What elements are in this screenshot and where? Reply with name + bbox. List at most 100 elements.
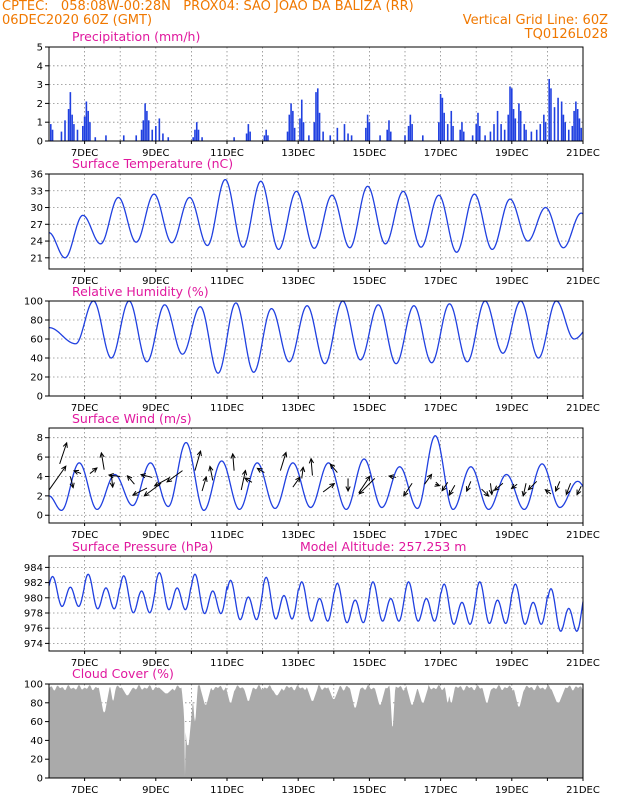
precip-bar [535,129,538,141]
precip-bar [151,129,154,141]
x-tick-label: 9DEC [142,785,169,796]
plot-frame [48,555,584,652]
x-tick-label: 21DEC [566,658,600,669]
x-tick-label: 9DEC [142,148,169,159]
precip-bar [525,129,527,141]
precip-bar [89,122,91,141]
x-tick-label: 15DEC [353,148,387,159]
precip-bar [265,129,267,141]
y-tick-label: 8 [37,433,43,444]
plot-frame [48,173,584,270]
x-tick-label: 19DEC [495,658,529,669]
header-date: 06DEC2020 60Z (GMT) [2,13,153,28]
precip-bar [446,124,449,141]
precip-bar [461,122,463,141]
precip-bar [477,112,479,141]
precip-bar [379,135,381,141]
wind-vector [166,470,183,483]
precip-bar [560,101,563,141]
precip-bar [146,110,148,141]
precip-bar [140,129,143,141]
panel-humidity: 0 20 40 60 80 100 7DEC 9DEC 11DEC 13DEC 15DEC 17DEC… [24,284,600,414]
precip-bar [71,114,73,141]
y-tick-label: 20 [30,373,43,384]
chart-title-cloud: Cloud Cover (%) [72,666,174,681]
wind-vector [48,465,67,491]
model-altitude-label: Model Altitude: 257.253 m [300,539,466,554]
precip-bar [389,131,392,141]
precip-bar [443,112,445,141]
y-tick-label: 33 [30,186,43,197]
precip-bar [293,127,296,141]
x-tick-label: 19DEC [495,276,529,287]
precip-bar [441,97,444,141]
header-model-id: TQ0126L028 [524,27,608,42]
wind-vector [139,473,153,479]
series-line-humidity [48,300,584,374]
x-tick-label: 13DEC [281,403,315,414]
y-tick-label: 5 [37,43,43,54]
precip-bar [162,133,164,141]
precip-bar [315,92,317,141]
precip-bar [94,137,97,141]
x-tick-label: 13DEC [281,785,315,796]
plot-area [49,174,583,269]
wind-vector [89,467,98,474]
wind-vector [99,451,105,470]
wind-vector [194,449,202,471]
wind-vector [448,484,456,496]
precip-bar [76,129,79,141]
x-tick-label: 11DEC [210,530,244,541]
precip-bar [500,124,502,141]
y-tick-label: 0 [37,774,43,785]
y-tick-label: 21 [30,253,43,264]
x-tick-label: 9DEC [142,530,169,541]
x-tick-label: 13DEC [281,530,315,541]
y-tick-label: 6 [37,453,43,464]
precip-bar [439,94,442,141]
wind-vector [465,481,472,493]
plot-frame [48,683,584,779]
x-tick-label: 21DEC [566,276,600,287]
wind-vector [481,488,490,497]
wind-vector [322,482,336,493]
precip-bar [475,124,477,141]
precip-bar [573,110,575,141]
x-tick-label: 13DEC [281,658,315,669]
wind-vector [126,474,135,485]
precip-bar [471,135,474,141]
precip-bar [83,116,86,141]
precip-bar [286,131,289,141]
x-tick-label: 15DEC [353,658,387,669]
wind-vector [243,477,253,483]
precip-bar [67,109,70,141]
precip-bar [509,86,511,141]
precip-bar [544,122,547,141]
precip-bar [302,122,305,141]
precip-bar [82,125,84,141]
x-tick-label: 17DEC [424,658,458,669]
precip-bar [478,125,481,141]
precip-bar [503,129,506,141]
y-tick-label: 0 [37,511,43,522]
precip-bar [409,114,412,141]
precip-bar [553,107,556,141]
precip-bar [329,135,332,141]
wind-vector [279,451,288,471]
precip-bar [69,92,72,141]
precip-bar [511,88,513,141]
y-tick-label: 30 [30,203,43,214]
precip-bar [575,101,577,141]
chart-title-pressure: Surface Pressure (hPa) [72,539,213,554]
precip-bar [267,135,269,141]
series-line-wind [48,435,584,512]
x-tick-label: 7DEC [71,530,98,541]
wind-vector [230,452,236,471]
x-tick-label: 7DEC [71,785,98,796]
wind-vector [441,482,449,492]
precip-bar [543,114,545,141]
precip-bar [288,114,291,141]
panel-wind: 0 2 4 6 8 7DEC 9DEC 11DEC 13DEC 15DEC 17DEC 19DEC 21… [37,411,600,541]
precip-bar [386,129,388,141]
x-tick-label: 17DEC [424,530,458,541]
